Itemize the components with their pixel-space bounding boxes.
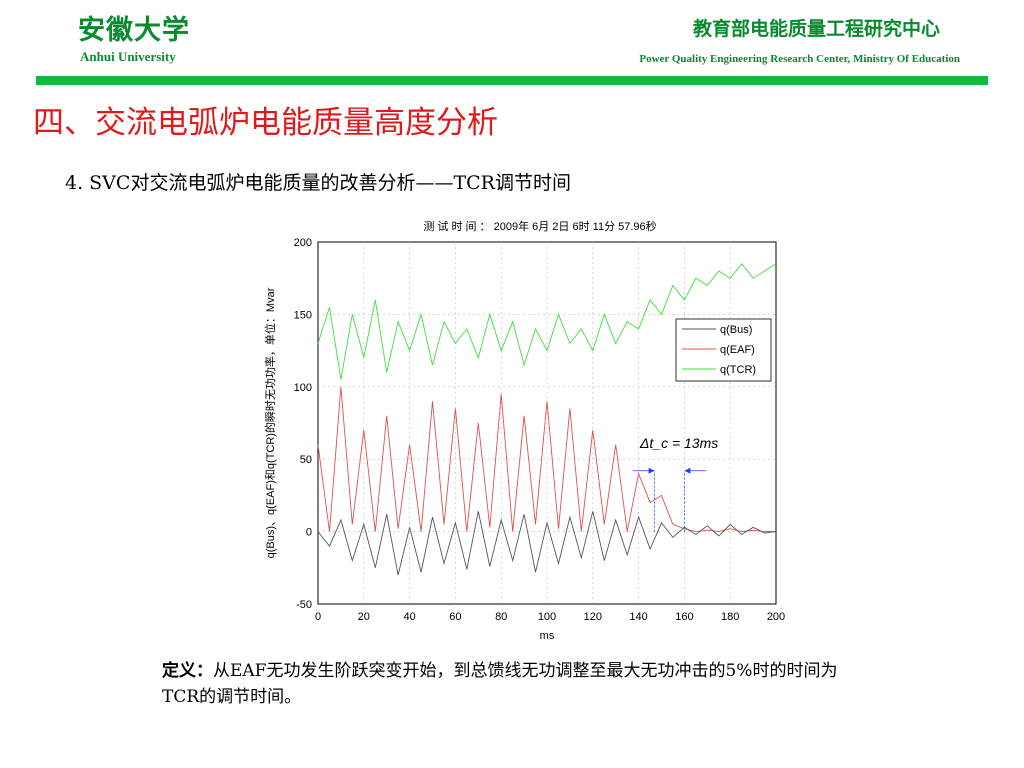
x-tick-label: 80: [495, 611, 507, 623]
reactive-power-chart: 测 试 时 间 ： 2009年 6月 2日 6时 11分 57.96秒 0 20 4…: [263, 219, 786, 642]
chart-title: 测 试 时 间 ： 2009年 6月 2日 6时 11分 57.96秒: [423, 219, 656, 233]
x-axis-label: ms: [540, 630, 555, 642]
legend-label: q(TCR): [720, 364, 756, 376]
y-tick-label: 150: [294, 309, 312, 321]
definition-label: 定义：: [162, 661, 213, 681]
x-tick-label: 40: [403, 611, 415, 623]
y-axis-label: q(Bus)、q(EAF)和q(TCR)的瞬时无功功率，单位：Mvar: [263, 287, 277, 558]
definition-text: 从EAF无功发生阶跃突变开始，到总馈线无功调整至最大无功冲击的5%时的时间为TC…: [162, 661, 838, 707]
x-tick-label: 160: [675, 611, 693, 623]
slide-subtitle: 4. SVC对交流电弧炉电能质量的改善分析——TCR调节时间: [65, 172, 571, 194]
y-tick-label: 50: [300, 454, 312, 466]
x-tick-label: 60: [449, 611, 461, 623]
x-tick-label: 200: [767, 611, 785, 623]
section-title: 四、交流电弧炉电能质量高度分析: [33, 105, 498, 141]
center-name-cn: 教育部电能质量工程研究中心: [692, 18, 940, 40]
axis-ticks: 0 20 40 60 80 100 120 140 160 180 200-500501001502…: [294, 237, 786, 623]
x-tick-label: 140: [629, 611, 647, 623]
definition-paragraph: 定义：从EAF无功发生阶跃突变开始，到总馈线无功调整至最大无功冲击的5%时的时间…: [162, 658, 872, 710]
header-divider-bar: [36, 76, 988, 85]
y-tick-label: 200: [294, 237, 312, 249]
series-line-qtcr: [317, 262, 777, 380]
x-tick-label: 0: [315, 611, 321, 623]
legend-label: q(EAF): [720, 344, 755, 356]
university-name-en: Anhui University: [80, 49, 176, 64]
series-line-qbus: [317, 511, 777, 576]
series-lines: [317, 262, 777, 576]
legend-label: q(Bus): [720, 324, 752, 336]
delta-arrowhead: [684, 467, 691, 474]
x-tick-label: 20: [358, 611, 370, 623]
x-tick-label: 180: [721, 611, 739, 623]
y-tick-label: -50: [296, 599, 312, 611]
x-tick-label: 120: [584, 611, 602, 623]
university-name-cn: 安徽大学: [78, 15, 190, 46]
legend: q(Bus) q(EAF) q(TCR): [675, 318, 772, 382]
center-name-en: Power Quality Engineering Research Cente…: [639, 53, 960, 65]
delta-markers: [632, 467, 707, 532]
delta-annotation: Δt_c = 13ms: [639, 435, 718, 451]
delta-arrowhead: [648, 467, 655, 474]
y-tick-label: 100: [294, 382, 312, 394]
y-tick-label: 0: [306, 527, 312, 539]
x-tick-label: 100: [538, 611, 556, 623]
